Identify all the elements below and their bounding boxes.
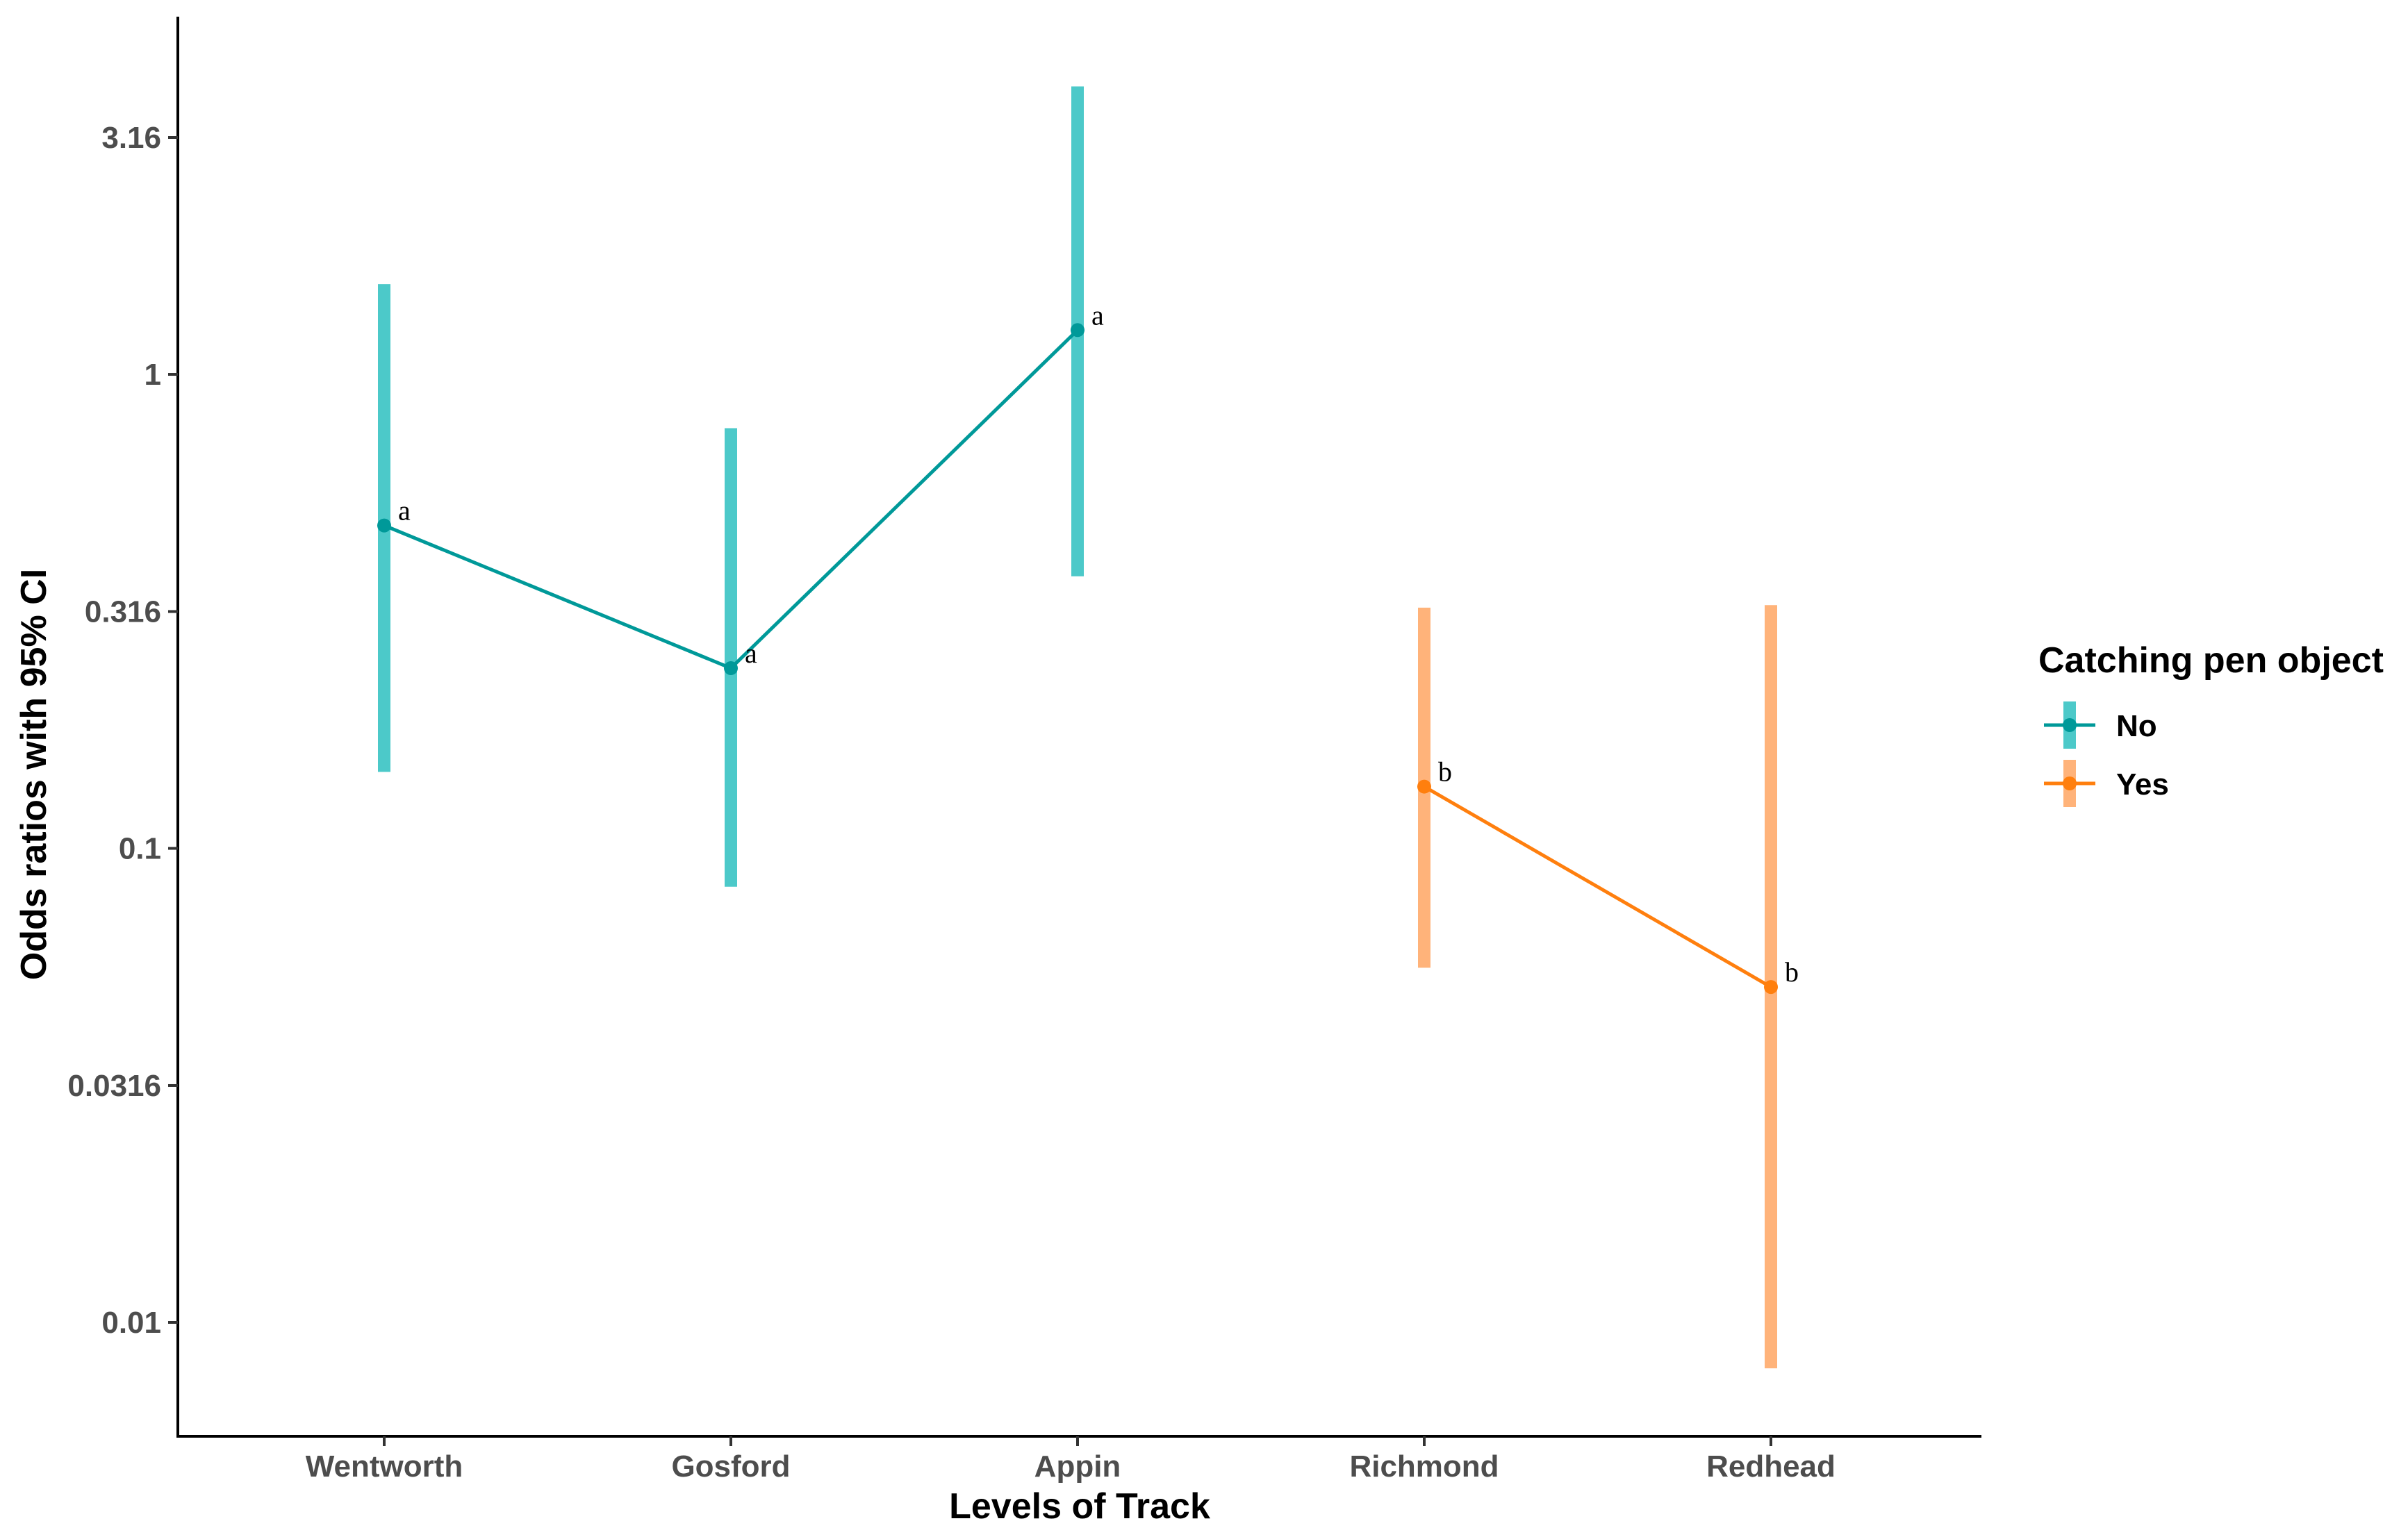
legend-entry-label: No xyxy=(2116,709,2157,743)
x-tick-label: Richmond xyxy=(1349,1449,1499,1484)
y-tick-label: 1 xyxy=(145,358,161,392)
data-point xyxy=(1417,779,1431,794)
data-point xyxy=(724,661,738,676)
legend-entry-label: Yes xyxy=(2116,767,2169,801)
legend: Catching pen object No Yes xyxy=(2038,640,2384,807)
y-tick-label: 0.1 xyxy=(119,832,161,866)
legend-title: Catching pen object xyxy=(2038,640,2384,681)
y-tick-label: 0.01 xyxy=(101,1306,161,1340)
x-axis-title: Levels of Track xyxy=(949,1486,1210,1527)
series-line xyxy=(1423,785,1772,989)
y-axis-title: Odds ratios with 95% CI xyxy=(14,569,54,980)
data-point xyxy=(377,518,391,533)
y-tick-label: 0.316 xyxy=(85,595,161,629)
significance-label: a xyxy=(1091,299,1104,331)
data-point xyxy=(1764,980,1778,995)
x-tick-label: Redhead xyxy=(1706,1449,1836,1484)
ci-bar xyxy=(725,428,737,887)
significance-label: a xyxy=(398,495,411,526)
x-tick-label: Appin xyxy=(1034,1449,1121,1484)
significance-label: a xyxy=(745,638,757,669)
x-tick-label: Wentworth xyxy=(306,1449,463,1484)
x-tick-label: Gosford xyxy=(671,1449,790,1484)
significance-label: b xyxy=(1438,756,1452,788)
legend-key-point xyxy=(2063,776,2077,790)
data-point xyxy=(1071,323,1085,338)
legend-key-point xyxy=(2063,718,2077,732)
y-tick-label: 0.0316 xyxy=(67,1069,161,1103)
significance-label: b xyxy=(1785,956,1799,988)
y-tick-label: 3.16 xyxy=(101,121,161,155)
